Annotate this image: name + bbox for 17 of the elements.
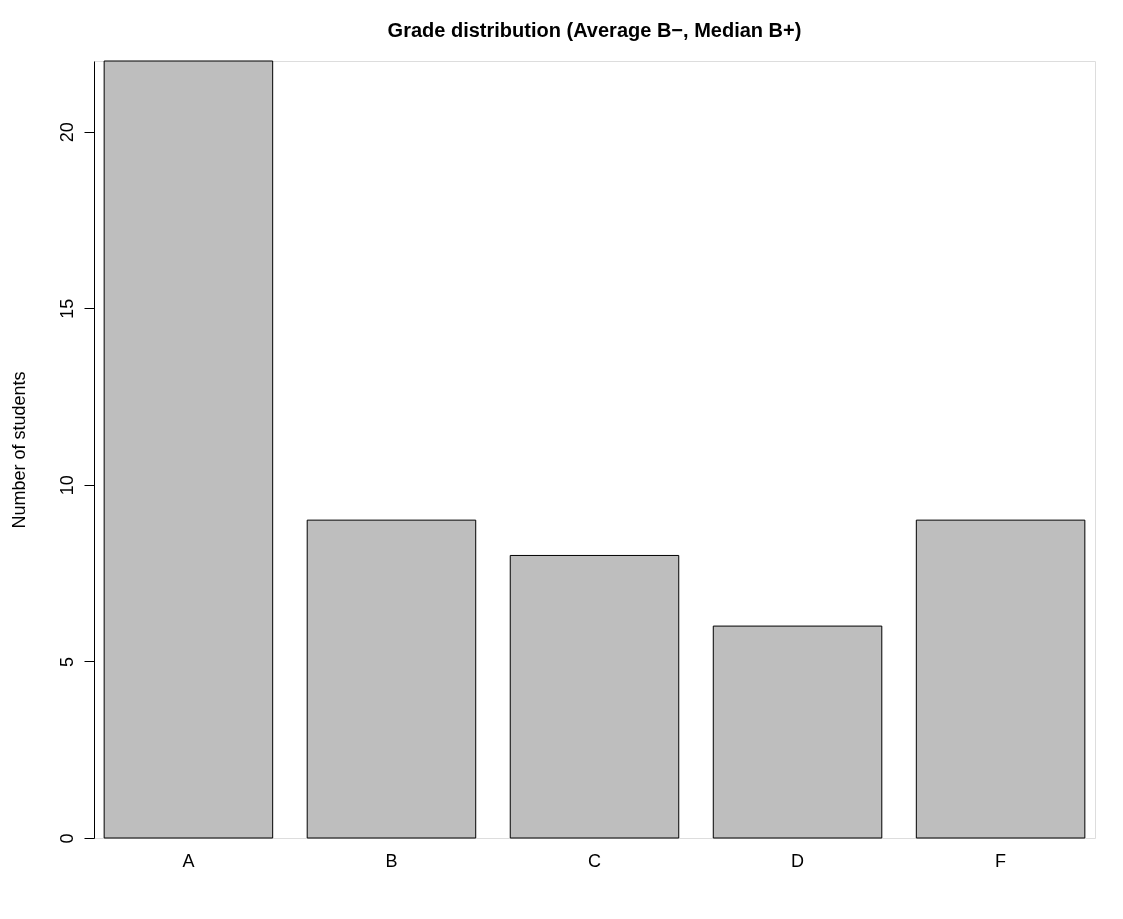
x-tick-label: F: [995, 850, 1007, 871]
bar: [103, 60, 274, 839]
x-tick-label: B: [385, 850, 398, 871]
y-tick-label: 10: [56, 475, 77, 496]
y-tick-label: 0: [56, 833, 77, 844]
x-tick-label: A: [182, 850, 195, 871]
y-tick-label: 15: [56, 298, 77, 319]
chart-title: Grade distribution (Average B−, Median B+): [387, 18, 802, 41]
y-axis-title: Number of students: [8, 371, 29, 529]
y-tick-label: 5: [56, 656, 77, 667]
bar: [712, 625, 883, 839]
bar: [915, 519, 1086, 839]
bar: [306, 519, 477, 839]
x-tick-label: C: [588, 850, 601, 871]
y-tick-label: 20: [56, 122, 77, 143]
bar: [509, 554, 680, 839]
x-tick-label: D: [791, 850, 805, 871]
